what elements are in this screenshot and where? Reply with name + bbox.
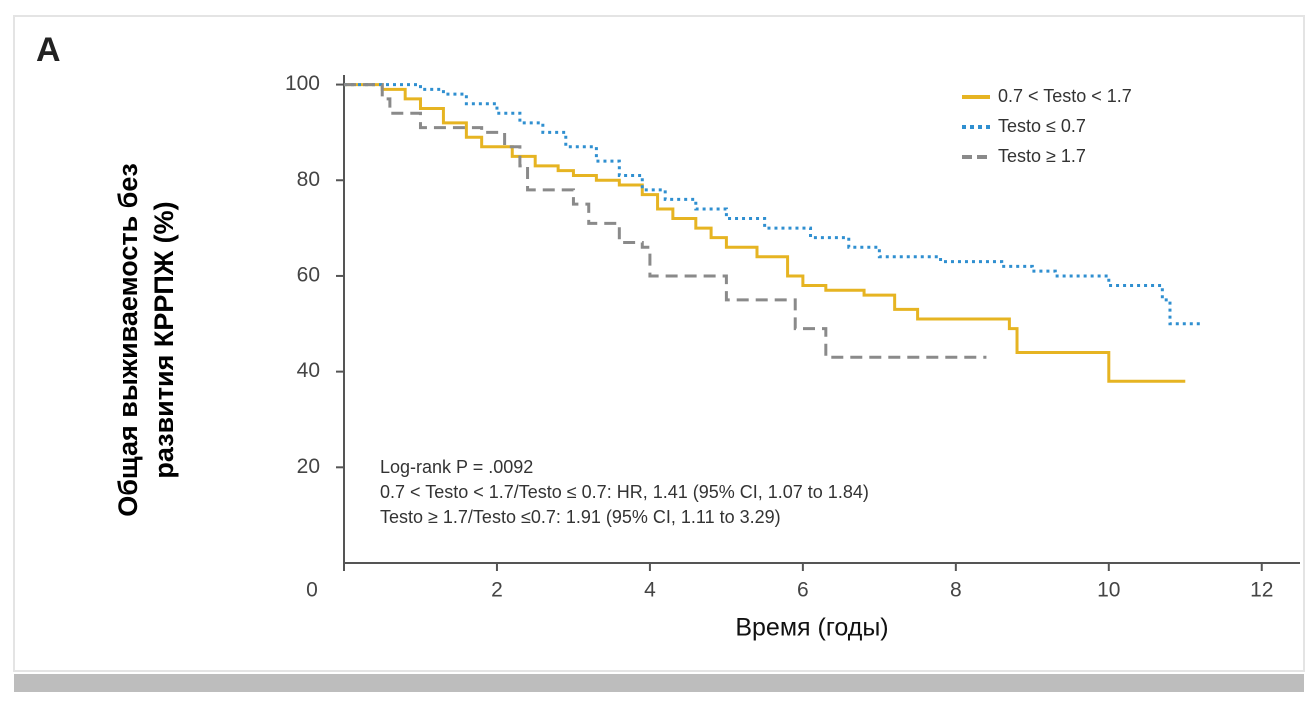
x-tick-label: 6 xyxy=(797,579,809,602)
legend-label: Testo ≥ 1.7 xyxy=(998,146,1086,166)
y-tick-label: 100 xyxy=(285,72,320,95)
x-tick-label: 12 xyxy=(1250,579,1273,602)
x-axis-label: Время (годы) xyxy=(735,614,888,642)
legend-label: Testo ≤ 0.7 xyxy=(998,116,1086,136)
y-axis-label-line: Общая выживаемость без xyxy=(113,163,143,517)
panel-label: A xyxy=(36,31,61,69)
survival-curve xyxy=(344,83,1186,383)
y-axis-label-line: развития КРРПЖ (%) xyxy=(149,201,179,478)
survival-curve xyxy=(344,83,987,359)
annotation: Testo ≥ 1.7/Testo ≤0.7: 1.91 (95% CI, 1.… xyxy=(380,507,781,527)
y-tick-label: 60 xyxy=(297,263,320,286)
x-tick-label: 8 xyxy=(950,579,962,602)
annotation: Log-rank P = .0092 xyxy=(380,457,533,477)
x-tick-label: 0 xyxy=(306,579,318,602)
y-tick-label: 40 xyxy=(297,359,320,382)
x-axis-label-box xyxy=(690,607,940,651)
x-tick-label: 4 xyxy=(644,579,656,602)
y-axis-label: Общая выживаемость без развития КРРПЖ (%… xyxy=(113,163,179,517)
survival-curve xyxy=(344,83,1201,326)
y-tick-label: 80 xyxy=(297,168,320,191)
y-tick-label: 20 xyxy=(297,455,320,478)
frame xyxy=(13,15,1305,672)
annotation: 0.7 < Testo < 1.7/Testo ≤ 0.7: HR, 1.41 … xyxy=(380,482,869,502)
legend-label: 0.7 < Testo < 1.7 xyxy=(998,86,1132,106)
x-tick-label: 2 xyxy=(491,579,503,602)
frame-shadow xyxy=(14,674,1304,692)
x-tick-label: 10 xyxy=(1097,579,1120,602)
